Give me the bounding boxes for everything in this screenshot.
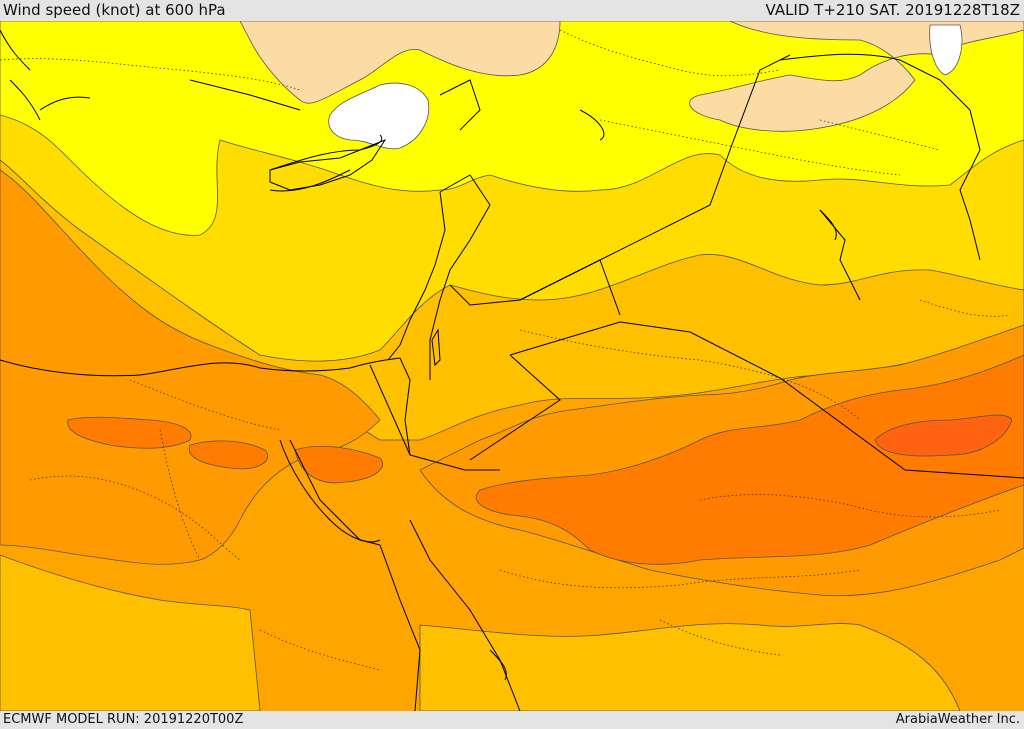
- valid-time: VALID T+210 SAT. 20191228T18Z: [765, 1, 1020, 19]
- credit: ArabiaWeather Inc.: [895, 712, 1020, 727]
- wind-band-gold-south: [0, 554, 261, 711]
- map-header: Wind speed (knot) at 600 hPa VALID T+210…: [0, 0, 1024, 21]
- wind-band-orange-west: [0, 169, 381, 565]
- map-canvas: [0, 21, 1024, 711]
- province-boundaries: [0, 29, 1011, 671]
- wind-band-max: [874, 414, 1013, 457]
- coastlines: [9, 79, 837, 681]
- wind-band-dark-orange: [475, 354, 1024, 565]
- map-footer: ECMWF MODEL RUN: 20191220T00Z ArabiaWeat…: [0, 711, 1024, 729]
- wind-band-dark-orange-sinai: [188, 440, 383, 484]
- model-run: ECMWF MODEL RUN: 20191220T00Z: [3, 712, 244, 727]
- wind-band-light-yellow: [0, 21, 1024, 236]
- wind-band-gold-southeast: [419, 623, 961, 711]
- map-title: Wind speed (knot) at 600 hPa: [3, 1, 226, 19]
- wind-band-white-ne: [929, 24, 963, 76]
- wind-band-dark-orange-west: [67, 416, 192, 449]
- wind-speed-map: [0, 21, 1024, 711]
- wind-band-peach-north: [239, 21, 561, 104]
- wind-band-white: [328, 82, 430, 150]
- country-borders: [0, 29, 1024, 711]
